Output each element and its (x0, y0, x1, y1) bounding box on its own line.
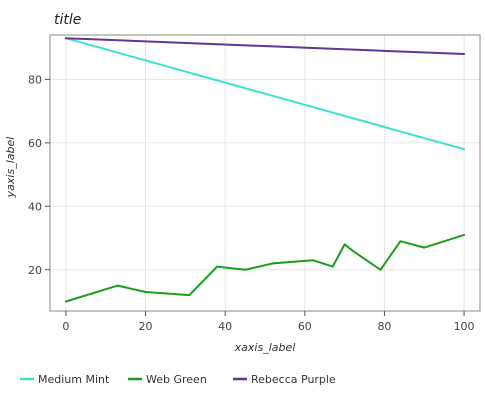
x-tick-label-5: 100 (454, 320, 475, 333)
x-tick-label-2: 40 (218, 320, 232, 333)
x-tick-label-4: 80 (377, 320, 391, 333)
series-layer (64, 37, 466, 303)
legend: Medium Mint Web Green Rebecca Purple (20, 373, 336, 386)
x-axis-title: xaxis_label (234, 341, 296, 354)
x-tick-label-3: 60 (298, 320, 312, 333)
x-tick-label-0: 0 (62, 320, 69, 333)
x-tick-label-1: 20 (139, 320, 153, 333)
legend-label-rebecca-purple: Rebecca Purple (251, 373, 336, 386)
chart-title: title (54, 12, 81, 28)
legend-label-medium-mint: Medium Mint (38, 373, 110, 386)
series-line-web-green (64, 233, 466, 303)
x-axis-ticks: 0 20 40 60 80 100 (62, 311, 475, 333)
y-tick-label-3: 80 (28, 73, 42, 86)
y-tick-label-1: 40 (28, 200, 42, 213)
grid (50, 35, 480, 311)
y-tick-label-2: 60 (28, 137, 42, 150)
y-axis-ticks: 20 40 60 80 (28, 73, 50, 277)
y-tick-label-0: 20 (28, 264, 42, 277)
series-line-rebecca-purple (64, 37, 466, 55)
series-line-medium-mint (64, 37, 466, 151)
legend-label-web-green: Web Green (146, 373, 207, 386)
plot-frame (49, 34, 481, 312)
y-axis-title: yaxis_label (4, 137, 17, 199)
